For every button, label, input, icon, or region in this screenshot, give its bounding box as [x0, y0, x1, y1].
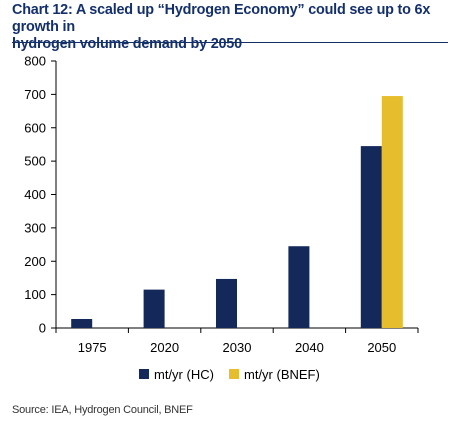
x-axis: 1975 2020 2030 2040 2050: [55, 327, 419, 355]
y-tick-label: 600: [24, 120, 46, 135]
y-tick-label: 100: [24, 287, 46, 302]
x-tick-label: 2020: [150, 340, 179, 355]
y-tick-label: 0: [39, 321, 46, 336]
y-tick-label: 200: [24, 254, 46, 269]
legend-swatch-hc: [139, 369, 149, 379]
chart-title-line-2: hydrogen volume demand by 2050: [12, 36, 242, 52]
legend-label-bnef: mt/yr (BNEF): [244, 367, 320, 382]
chart-title-line-1: Chart 12: A scaled up “Hydrogen Economy”…: [12, 2, 431, 35]
bars: [71, 96, 403, 328]
y-axis: 0 100 200 300 400 500 600 700 800: [24, 54, 57, 336]
legend-swatch-bnef: [229, 369, 239, 379]
x-tick-label: 2040: [295, 340, 324, 355]
x-tick-label: 1975: [78, 340, 107, 355]
y-tick-label: 800: [24, 54, 46, 69]
y-tick-label: 300: [24, 220, 46, 235]
source-note: Source: IEA, Hydrogen Council, BNEF: [12, 404, 193, 416]
x-tick-label: 2050: [367, 340, 396, 355]
y-tick-label: 700: [24, 87, 46, 102]
chart-title: Chart 12: A scaled up “Hydrogen Economy”…: [12, 2, 452, 53]
x-tick-label: 2030: [223, 340, 252, 355]
bar-hc-2030: [216, 278, 237, 328]
bar-bnef-2050: [381, 96, 403, 328]
bar-hc-2050: [360, 146, 382, 328]
y-tick-label: 500: [24, 154, 46, 169]
bar-hc-2020: [143, 289, 165, 328]
legend: mt/yr (HC) mt/yr (BNEF): [139, 367, 320, 382]
title-divider: [12, 42, 448, 43]
y-tick-label: 400: [24, 187, 46, 202]
bar-hc-1975: [71, 318, 93, 328]
bar-hc-2040: [288, 246, 310, 328]
legend-label-hc: mt/yr (HC): [154, 367, 214, 382]
